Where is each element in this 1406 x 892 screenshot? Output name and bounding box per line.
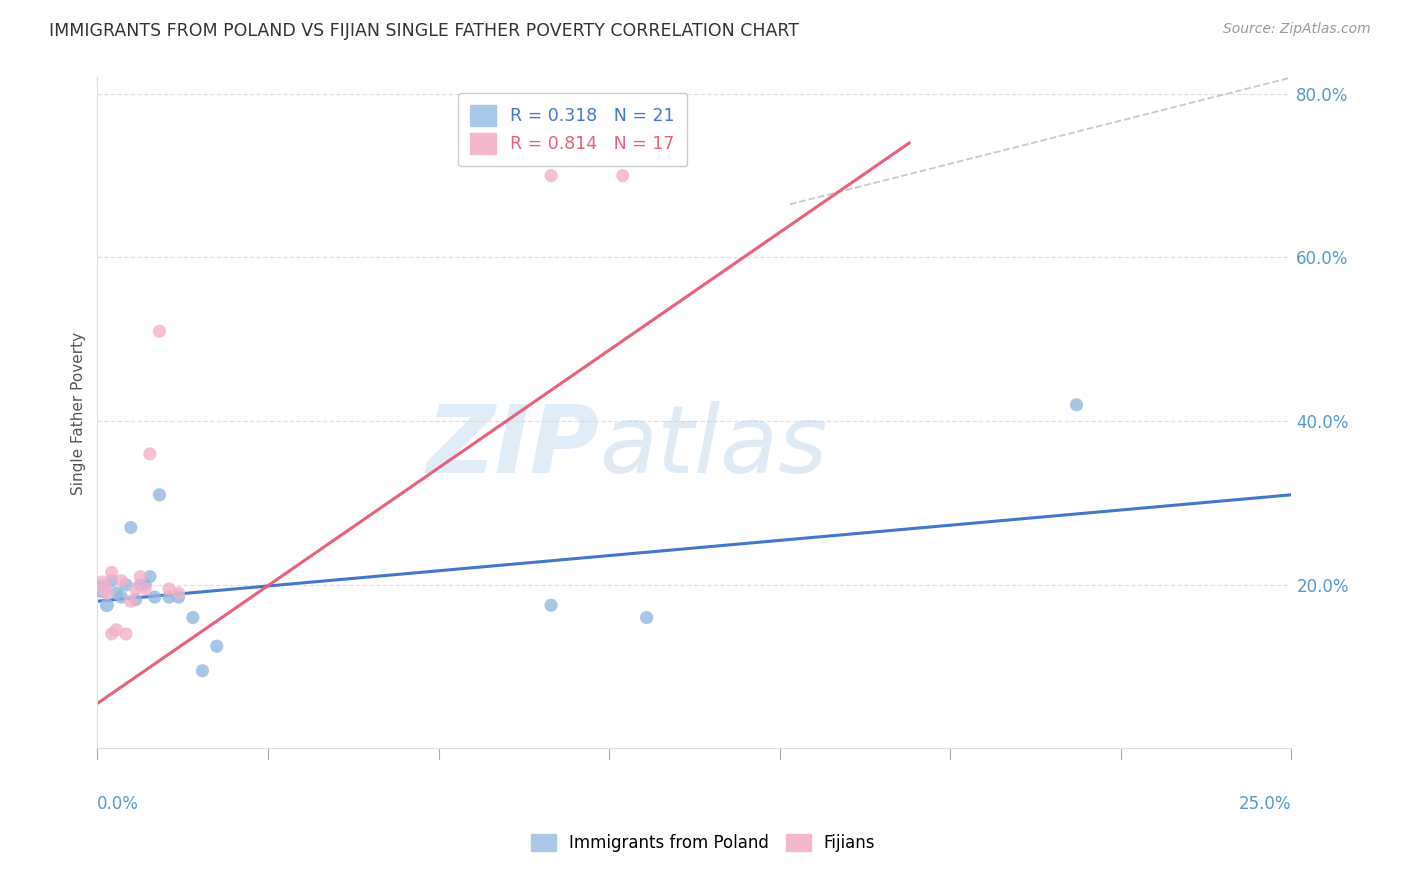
Point <box>124 582 146 596</box>
Point <box>105 623 128 637</box>
Point <box>110 590 132 604</box>
Point <box>120 520 142 534</box>
Point <box>205 639 228 653</box>
Point <box>139 447 162 461</box>
Point <box>636 610 658 624</box>
Point <box>96 586 118 600</box>
Text: IMMIGRANTS FROM POLAND VS FIJIAN SINGLE FATHER POVERTY CORRELATION CHART: IMMIGRANTS FROM POLAND VS FIJIAN SINGLE … <box>49 22 799 40</box>
Text: 25.0%: 25.0% <box>1239 796 1292 814</box>
Point <box>139 569 162 583</box>
Point <box>120 594 142 608</box>
Text: Source: ZipAtlas.com: Source: ZipAtlas.com <box>1223 22 1371 37</box>
Point <box>110 574 132 588</box>
Point <box>115 627 138 641</box>
Point <box>91 582 114 596</box>
Point <box>129 578 152 592</box>
Point <box>157 590 180 604</box>
Point <box>1066 398 1088 412</box>
Point <box>143 590 166 604</box>
Point <box>148 488 170 502</box>
Point <box>100 566 122 580</box>
Point <box>167 586 190 600</box>
Legend: Immigrants from Poland, Fijians: Immigrants from Poland, Fijians <box>524 827 882 859</box>
Point <box>96 599 118 613</box>
Point <box>167 590 190 604</box>
Point <box>129 569 152 583</box>
Point <box>91 578 114 592</box>
Text: atlas: atlas <box>599 401 827 492</box>
Point <box>105 586 128 600</box>
Point <box>157 582 180 596</box>
Point <box>100 574 122 588</box>
Point <box>148 324 170 338</box>
Point <box>134 578 156 592</box>
Point <box>134 582 156 596</box>
Point <box>191 664 214 678</box>
Point <box>612 169 634 183</box>
Point <box>115 578 138 592</box>
Point <box>100 627 122 641</box>
Point <box>540 599 562 613</box>
Y-axis label: Single Father Poverty: Single Father Poverty <box>72 332 86 494</box>
Point <box>540 169 562 183</box>
Point <box>124 592 146 607</box>
Legend: R = 0.318   N = 21, R = 0.814   N = 17: R = 0.318 N = 21, R = 0.814 N = 17 <box>458 93 688 167</box>
Point <box>181 610 204 624</box>
Text: ZIP: ZIP <box>426 401 599 492</box>
Text: 0.0%: 0.0% <box>97 796 139 814</box>
